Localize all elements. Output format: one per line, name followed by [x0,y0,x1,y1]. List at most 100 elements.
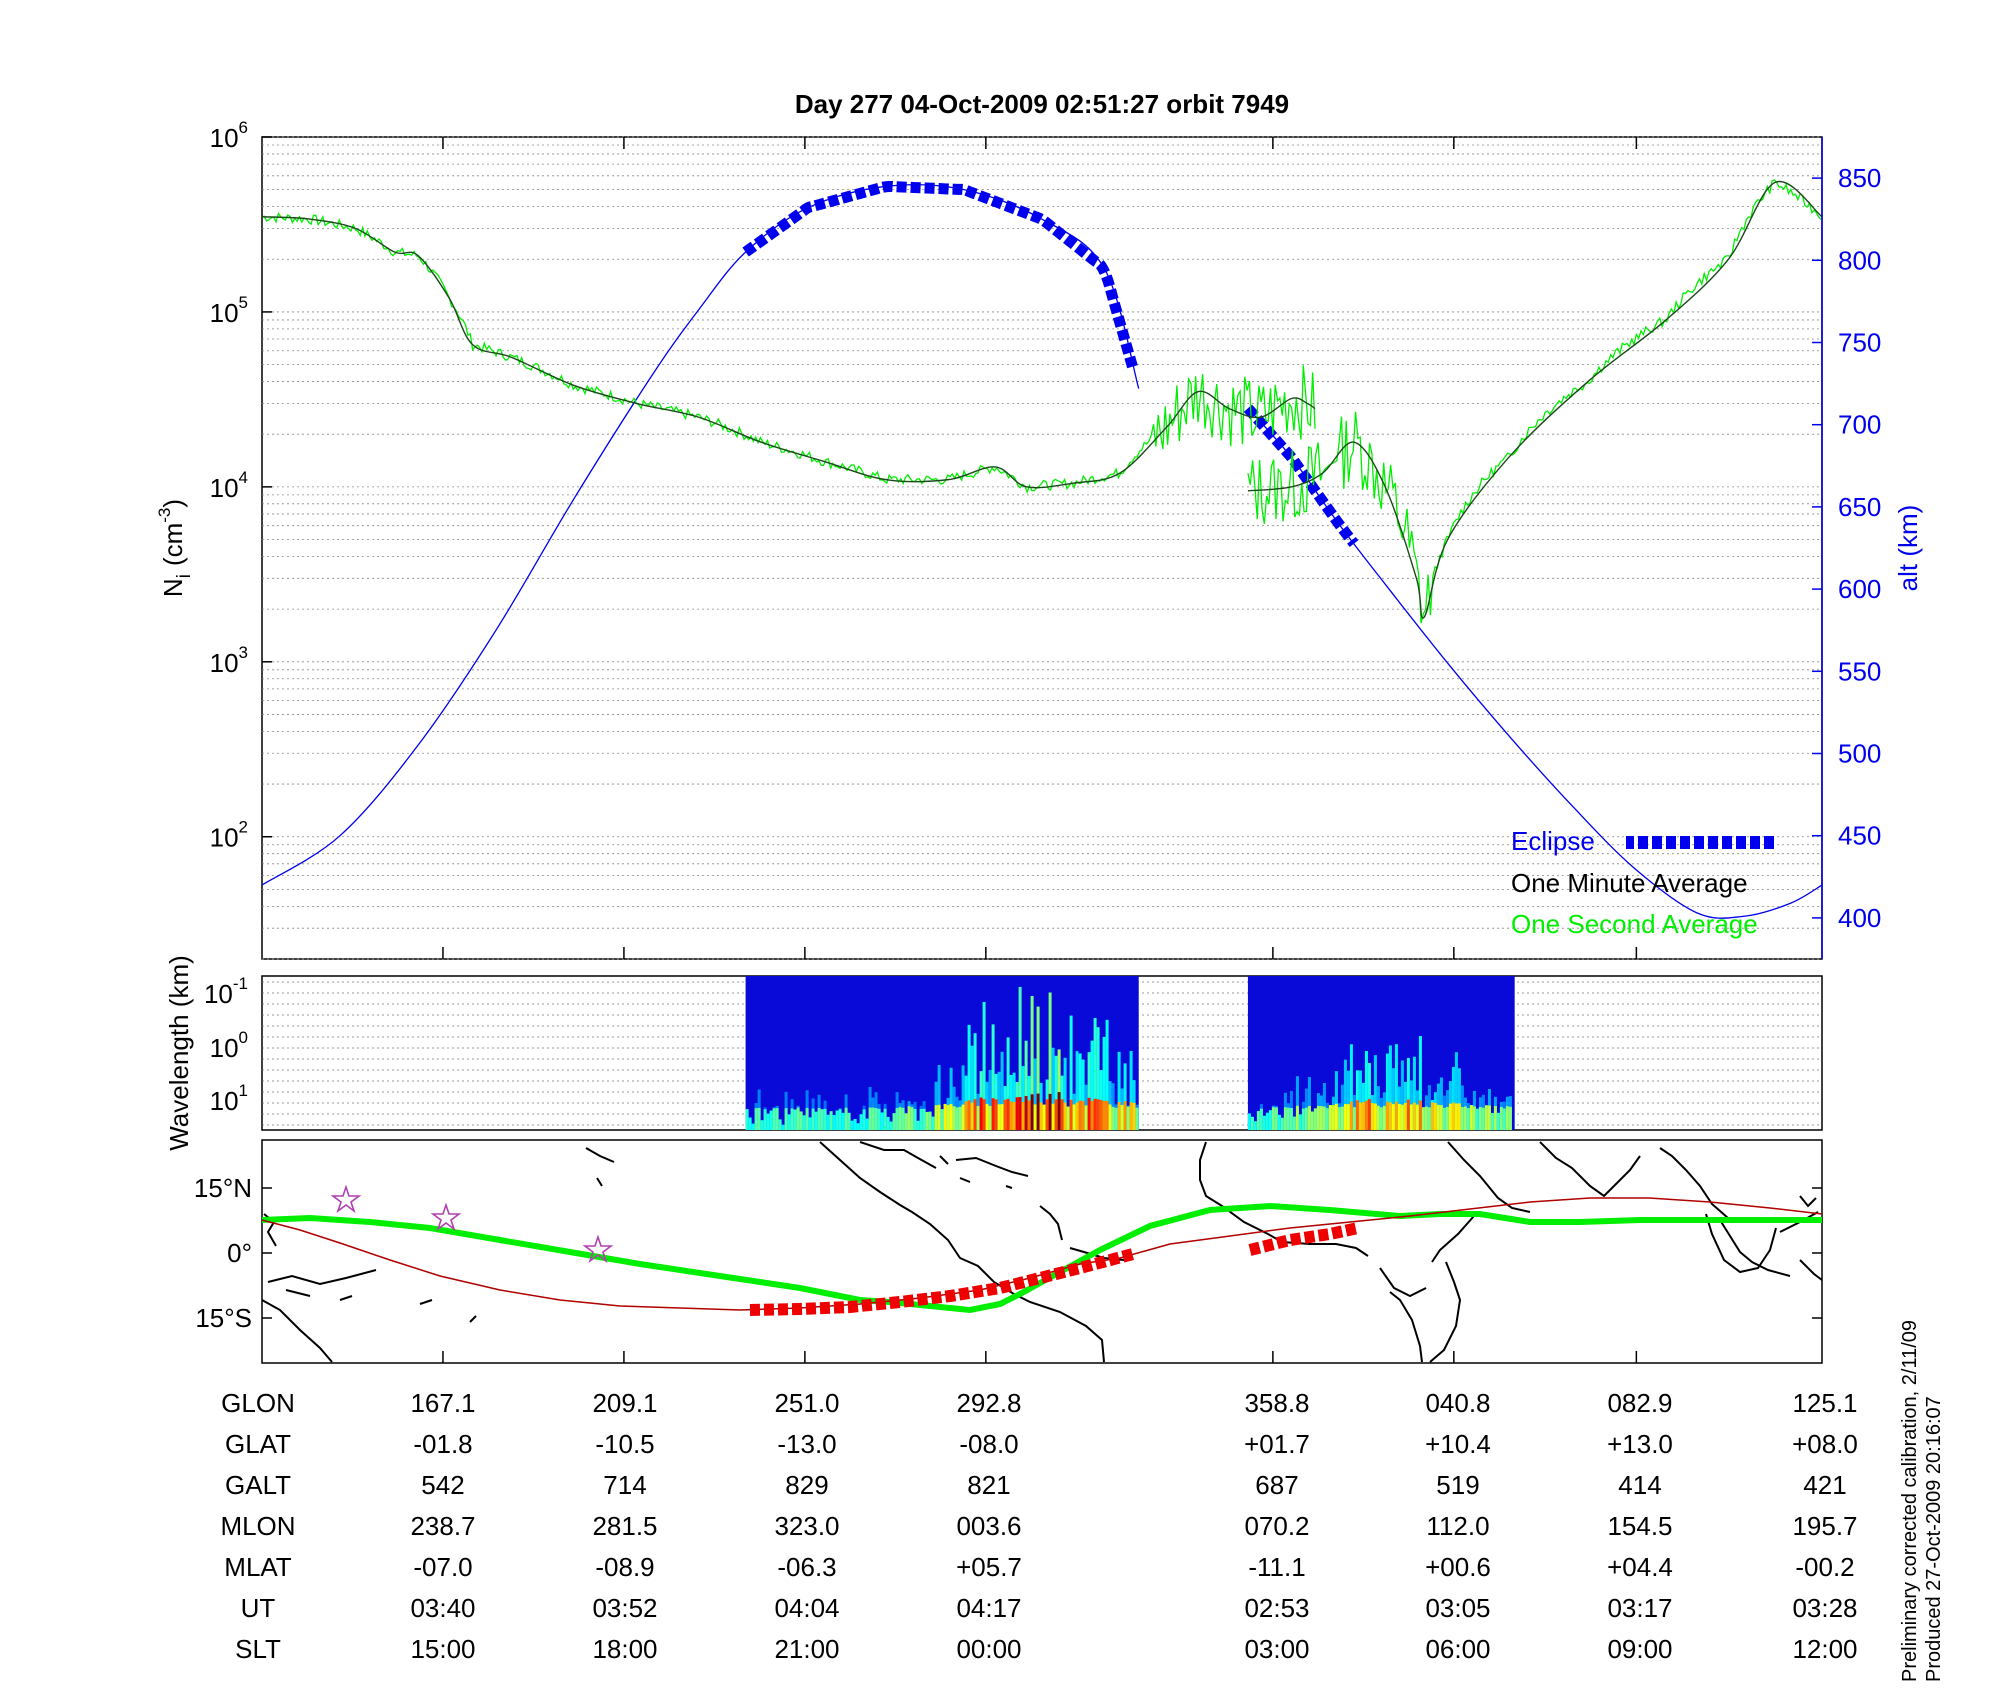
right-axis-ticks: 400 450 500 550 600 650 700 750 800 850 [1812,163,1881,933]
spectrogram-column [1373,1055,1377,1130]
spectrogram-column [1445,1106,1449,1130]
spectrogram-column [1310,1111,1314,1130]
spectrogram-column [1325,1108,1329,1130]
left-axis-ticks: 102 103 104 105 106 [210,118,272,853]
spectrogram-column [1057,1092,1061,1130]
spectrogram-column [1069,1015,1073,1130]
spectrogram-panel: 10-1 100 101 Wavelength (km) [164,955,1823,1151]
spectrogram-column [814,1111,818,1130]
spectrogram-column [1349,1101,1353,1130]
star-marker-icon [330,1184,362,1214]
spectrogram-column [1090,1040,1094,1130]
spectrogram-column [1063,1057,1067,1130]
spectrogram-column [1472,1106,1476,1130]
spectrogram-column [883,1108,887,1130]
spectrogram-column [1057,1049,1061,1130]
spectrogram-column [1012,1102,1016,1130]
table-cell: 358.8 [1244,1388,1309,1418]
table-cell: 821 [967,1470,1010,1500]
table-cell: 082.9 [1607,1388,1672,1418]
table-cell: 03:17 [1607,1593,1672,1623]
spectrogram-column [1117,1102,1121,1130]
spectrogram-column [760,1120,764,1130]
legend-label-eclipse: Eclipse [1511,826,1595,856]
spectrogram-column [1391,1068,1395,1130]
spectrogram-column [1114,1107,1118,1130]
spectrogram-column [1454,1103,1458,1130]
table-cell: 112.0 [1426,1511,1489,1541]
spectrogram-column [805,1107,809,1130]
spectrogram-column [1286,1107,1290,1130]
spectrogram-column [937,1104,941,1130]
spectrogram-column [838,1109,842,1130]
map-y-ticks: 15°N 0° 15°S [194,1173,1822,1363]
right-tick-label: 750 [1838,328,1881,358]
magnetic-equator-line [261,1202,1822,1314]
table-row-label: MLAT [224,1552,292,1582]
spectrogram-column [1487,1105,1491,1130]
right-tick-label: 800 [1838,245,1881,275]
spectrogram-column [1451,1102,1455,1130]
spectrogram-column [1505,1106,1509,1130]
spectrogram-column [1033,1104,1037,1130]
table-cell: 070.2 [1244,1511,1309,1541]
legend: Eclipse One Minute Average One Second Av… [1511,826,1778,939]
spectrogram-column [982,1001,986,1130]
spectrogram-column [841,1112,845,1130]
spectrogram-column [1490,1113,1494,1130]
table-cell: -01.8 [413,1429,472,1459]
spectrogram-column [1280,1117,1284,1130]
table-cell: 209.1 [592,1388,657,1418]
spectrogram-column [1129,1102,1133,1130]
spectrogram-column [1087,1097,1091,1130]
map-tick-label: 15°N [194,1173,252,1203]
map-tick-label: 0° [227,1238,252,1268]
density-second-average-line [1247,179,1822,624]
spectrogram-column [1135,1107,1139,1130]
spectrogram-column [1343,1059,1347,1130]
spectrogram-column [1466,1108,1470,1130]
spectrogram-column [1102,1100,1106,1130]
star-marker-icon [430,1202,462,1232]
spectrogram-column [1358,1070,1362,1130]
right-tick-label: 400 [1838,903,1881,933]
spectrogram-column [1493,1106,1497,1130]
spectrogram-column [748,1117,752,1130]
spectrogram-column [1054,1055,1058,1130]
legend-label-second-average: One Second Average [1511,909,1758,939]
stars [330,1184,614,1264]
spectrogram-column [802,1115,806,1130]
spectrogram-column [964,1101,968,1130]
spectrogram-column [862,1109,866,1130]
spectrogram-column [1346,1104,1350,1130]
spectrogram-column [1259,1108,1263,1130]
spectrogram-column [1012,1072,1016,1130]
right-tick-label: 450 [1838,821,1881,851]
right-tick-label: 600 [1838,574,1881,604]
spectrogram-column [1478,1106,1482,1130]
spectrogram-column [892,1113,896,1130]
spectrogram-column [772,1108,776,1130]
spectrogram-column [1096,1027,1100,1130]
spectrogram-column [988,1105,992,1130]
spectrogram-column [844,1107,848,1130]
spectrogram-column [1253,1121,1257,1130]
table-cell: -10.5 [595,1429,654,1459]
spectrogram-column [1099,1099,1103,1130]
table-cell: 02:53 [1244,1593,1309,1623]
spectrogram-column [1382,1105,1386,1130]
density-x-ticks [442,137,1638,959]
spectrogram-column [1349,1044,1353,1130]
table-cell: 125.1 [1792,1388,1857,1418]
spectrogram-column [790,1108,794,1130]
spectrogram-column [1081,1101,1085,1130]
table-cell: 519 [1436,1470,1479,1500]
spectrogram-column [1024,1040,1028,1130]
spectrogram-column [1508,1106,1512,1130]
spectrogram-column [1307,1077,1311,1130]
table-cell: 03:52 [592,1593,657,1623]
eclipse-segment [742,180,1138,369]
spectrogram-column [1388,1045,1392,1130]
spectrogram-column [1066,1106,1070,1130]
table-cell: -07.0 [413,1552,472,1582]
